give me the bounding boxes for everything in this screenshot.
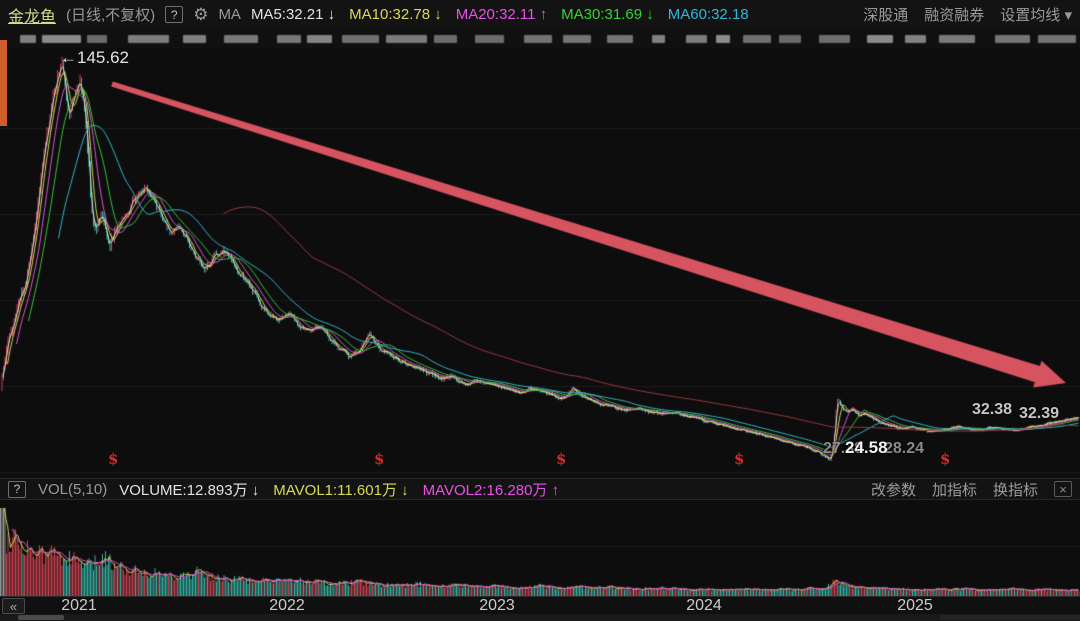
redacted-text-block <box>433 34 458 43</box>
ma-indicator-label: MA <box>218 6 241 23</box>
vol-action-1[interactable]: 改参数 <box>870 481 916 499</box>
vol-action-2[interactable]: 加指标 <box>931 481 977 499</box>
ma-value-1: MA5:32.21 ↓ <box>250 6 336 23</box>
overlapped-price-label-2: 28.24 <box>884 440 925 457</box>
overlapped-price-label-1: 27.38 <box>823 440 864 457</box>
toolbar-link-2[interactable]: 融资融券 <box>924 7 985 24</box>
collapse-panel-button[interactable]: « <box>2 598 25 614</box>
dividend-marker-icon[interactable]: $ <box>940 450 951 468</box>
redacted-text-block <box>938 34 975 43</box>
vol-panel-actions: 改参数 加指标 换指标 × <box>871 479 1072 500</box>
redacted-text-block <box>685 34 707 43</box>
redacted-text-block <box>127 34 170 43</box>
vol-help-icon[interactable]: ? <box>8 480 26 498</box>
horizontal-scrollbar[interactable] <box>0 614 1080 621</box>
chart-mode-label: (日线,不复权) <box>66 7 156 24</box>
redacted-text-block <box>1038 34 1077 43</box>
year-label-2022: 2022 <box>269 597 305 614</box>
volume-chart-canvas[interactable] <box>0 500 1080 596</box>
gear-icon[interactable]: ⚙ <box>193 5 209 24</box>
vol-value-2: MAVOL1:11.601万 ↓ <box>273 481 409 499</box>
redacted-text-block <box>223 34 259 43</box>
redacted-text-block <box>474 34 504 43</box>
ma-value-4: MA30:31.69 ↓ <box>561 6 654 23</box>
ma-value-3: MA20:32.11 ↑ <box>455 6 548 23</box>
redacted-text-block <box>562 34 591 43</box>
price-chart-canvas[interactable] <box>0 48 1080 478</box>
redacted-text-block <box>523 34 553 43</box>
redacted-text-block <box>19 34 36 43</box>
left-edge-candle <box>0 40 7 126</box>
vol-value-3: MAVOL2:16.280万 ↑ <box>422 481 560 499</box>
redacted-text-block <box>818 34 851 43</box>
latest-price-label-1: 32.38 <box>972 401 1013 418</box>
toolbar-link-3[interactable]: 设置均线 ▾ <box>1000 7 1072 24</box>
redacted-text-block <box>307 34 332 43</box>
dividend-marker-icon[interactable]: $ <box>374 450 385 468</box>
redacted-text-block <box>276 34 301 43</box>
toolbar: 金龙鱼 (日线,不复权) ? ⚙ MA MA5:32.21 ↓ MA10:32.7… <box>0 0 1080 29</box>
scrollbar-right-zone <box>940 615 1080 620</box>
dividend-marker-icon[interactable]: $ <box>556 450 567 468</box>
vol-value-1: VOLUME:12.893万 ↓ <box>119 481 260 499</box>
vol-values: VOLUME:12.893万 ↓ MAVOL1:11.601万 ↓ MAVOL2:1… <box>119 479 559 500</box>
redacted-text-block <box>778 34 802 43</box>
vol-indicator-label: VOL(5,10) <box>38 480 108 498</box>
toolbar-link-1[interactable]: 深股通 <box>863 7 909 24</box>
year-label-2023: 2023 <box>479 597 515 614</box>
volume-chart[interactable] <box>0 500 1080 596</box>
redacted-text-block <box>651 34 666 43</box>
latest-price-label-2: 32.39 <box>1019 405 1060 422</box>
year-label-2024: 2024 <box>686 597 722 614</box>
ma-value-2: MA10:32.78 ↓ <box>349 6 442 23</box>
volume-panel-header: ? VOL(5,10) VOLUME:12.893万 ↓ MAVOL1:11.60… <box>0 478 1080 500</box>
help-icon[interactable]: ? <box>165 6 184 23</box>
ma-values: MA5:32.21 ↓ MA10:32.78 ↓ MA20:32.11 ↑ MA30:… <box>251 6 749 23</box>
peak-price-label: ←145.62 <box>60 48 129 67</box>
redacted-text-block <box>715 34 730 43</box>
redacted-text-block <box>607 34 633 43</box>
redacted-text-block <box>995 34 1030 43</box>
redacted-text-block <box>41 34 82 43</box>
year-label-2021: 2021 <box>61 597 97 614</box>
dividend-marker-icon[interactable]: $ <box>108 450 119 468</box>
redacted-text-block <box>904 34 926 43</box>
redacted-text-block <box>742 34 771 43</box>
main-chart[interactable]: ←145.62 32.38 32.39 27.38 28.24 24.58 $ $… <box>0 48 1080 478</box>
year-label-2025: 2025 <box>897 597 933 614</box>
stock-name[interactable]: 金龙鱼 <box>8 8 57 26</box>
redacted-text-block <box>182 34 207 43</box>
x-axis: « 2021 2022 2023 2024 2025 <box>0 596 1080 614</box>
redacted-text-block <box>385 34 428 43</box>
redacted-news-row <box>0 29 1080 48</box>
redacted-text-block <box>86 34 108 43</box>
low-price-label: 24.58 <box>845 438 888 457</box>
ma-value-5: MA60:32.18 <box>667 6 749 23</box>
redacted-text-block <box>866 34 894 43</box>
toolbar-links: 深股通 融资融券 设置均线 ▾ <box>863 4 1072 25</box>
redacted-text-block <box>342 34 379 43</box>
dividend-marker-icon[interactable]: $ <box>734 450 745 468</box>
close-panel-icon[interactable]: × <box>1054 481 1072 497</box>
vol-action-3[interactable]: 换指标 <box>992 481 1038 499</box>
scrollbar-handle[interactable] <box>18 615 64 620</box>
